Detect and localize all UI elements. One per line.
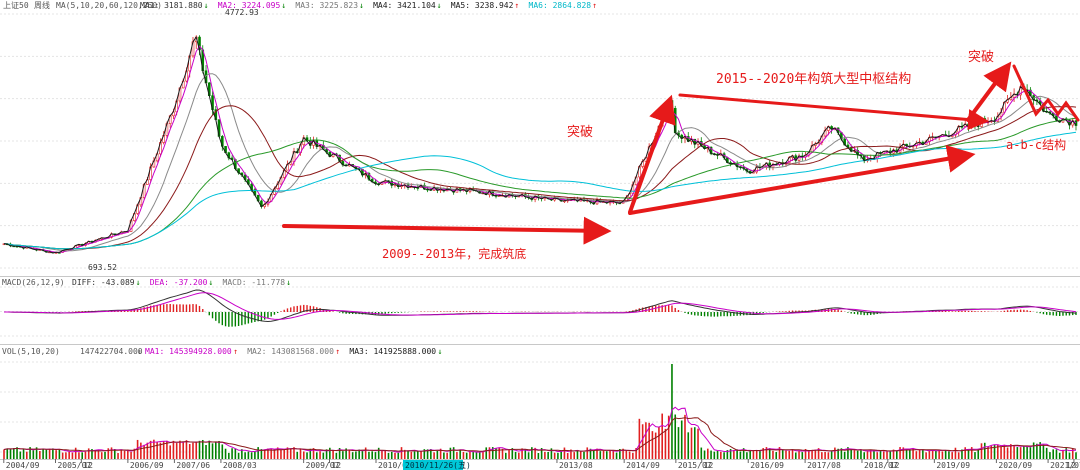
x-tick-label: 12: [1066, 461, 1076, 470]
volume-bars: [3, 364, 1077, 459]
period-label: 周线: [34, 0, 50, 10]
legend-arrow: ↓: [359, 1, 364, 10]
volume-ma1-line: [3, 406, 1077, 453]
abc-structure: [1012, 64, 1080, 122]
annotation-abc: a-b-c结构: [1006, 137, 1066, 152]
cursor-date-label: 2010/11/26(五): [405, 461, 471, 470]
x-tick-label: 2004/09: [6, 461, 40, 470]
vol-legend: MA1: 145394928.000 ↑ MA2: 143081568.000 ↑ MA…: [145, 347, 442, 356]
legend-item: DEA: -37.200: [150, 278, 208, 287]
arrow-bottom-base: [282, 216, 612, 245]
arrow-range-bottom: [628, 144, 976, 215]
x-tick-label: 2013/08: [559, 461, 593, 470]
x-tick-label: 2021/07: [1050, 461, 1080, 470]
price-candles: [2, 35, 1078, 254]
legend-item: DIFF: -43.089: [72, 278, 135, 287]
low-price-label: 693.52: [88, 263, 117, 272]
legend-arrow: ↑: [515, 1, 520, 10]
ma-params: MA(5,10,20,60,120,250): [56, 1, 162, 10]
legend-item: MA4: 3421.104: [373, 1, 436, 10]
legend-item: MA3: 3225.823: [295, 1, 358, 10]
index-title: 上证50: [3, 1, 29, 10]
main-header: 上证50 周线 MA(5,10,20,60,120,250) MA1: 3181…: [3, 0, 597, 10]
ma-legend: MA1: 3181.880 ↓ MA2: 3224.095 ↓ MA3: 3225.82…: [140, 1, 597, 10]
annotations: 2015--2020年构筑大型中枢结构 突破 突破 a-b-c结构 2009--…: [382, 49, 1066, 261]
price-close-line: [3, 35, 1077, 254]
x-tick-label: 2014/09: [626, 461, 660, 470]
legend-arrow: ↓: [204, 1, 209, 10]
x-tick-label: 2009/07: [306, 461, 340, 470]
macd-header: MACD(26,12,9) DIFF: -43.089 ↓ DEA: -37.200…: [2, 278, 291, 287]
legend-arrow: ↓: [438, 347, 443, 356]
legend-item: MA1: 145394928.000: [145, 347, 232, 356]
legend-item: MA5: 3238.942: [451, 1, 514, 10]
grid-lines: [0, 13, 1080, 453]
ma-line-120: [3, 117, 1077, 250]
high-price-label: 4772.93: [225, 8, 259, 17]
moving-average-lines: [3, 45, 1077, 253]
legend-item: MA2: 143081568.000: [247, 347, 334, 356]
x-tick-label: 12: [704, 461, 714, 470]
legend-arrow: ↑: [335, 347, 340, 356]
macd-params: MACD(26,12,9): [2, 278, 65, 287]
candle-body: [1074, 120, 1078, 126]
legend-item: MA2: 3224.095: [218, 1, 281, 10]
arrow-breakout-2015: [628, 94, 676, 214]
arrow-breakout-2020: [966, 61, 1012, 122]
x-tick-label: 12: [331, 461, 341, 470]
legend-arrow: ↓: [136, 278, 141, 287]
ma-line-long: [3, 105, 1077, 250]
legend-item: MA6: 2864.828: [529, 1, 592, 10]
legend-arrow: ↑: [592, 1, 597, 10]
macd-legend: DIFF: -43.089 ↓ DEA: -37.200 ↓ MACD: -11.778…: [72, 278, 291, 287]
volume-ma2-line: [3, 417, 1077, 452]
x-tick-label: 2020/09: [998, 461, 1032, 470]
panel-borders: [0, 276, 1080, 460]
annotation-breakout-2015: 突破: [567, 124, 593, 140]
annotation-bottom: 2009--2013年，完成筑底: [382, 246, 526, 261]
vol-value: 147422704.000: [80, 347, 143, 356]
x-tick-label: 2005/07: [57, 461, 91, 470]
vol-value-arrow: ↓: [137, 347, 142, 356]
legend-arrow: ↓: [281, 1, 286, 10]
legend-arrow: ↓: [286, 278, 291, 287]
vol-params: VOL(5,10,20): [2, 347, 60, 356]
arrow-range-top: [678, 93, 990, 131]
x-tick-label: 2008/03: [223, 461, 257, 470]
x-tick-label: 12: [890, 461, 900, 470]
x-tick-label: 2016/09: [750, 461, 784, 470]
legend-item: MA1: 3181.880: [140, 1, 203, 10]
x-tick-label: 12: [83, 461, 93, 470]
annotation-range: 2015--2020年构筑大型中枢结构: [716, 71, 911, 87]
x-tick-label: 2007/06: [176, 461, 210, 470]
ma-line-250: [3, 131, 1077, 250]
x-tick-label: 2019/09: [936, 461, 970, 470]
ma-line-mid: [3, 73, 1077, 252]
x-tick-label: 2017/08: [807, 461, 841, 470]
legend-arrow: ↑: [233, 347, 238, 356]
legend-arrow: ↓: [437, 1, 442, 10]
legend-arrow: ↓: [209, 278, 214, 287]
x-tick-label: 2006/09: [130, 461, 164, 470]
legend-item: MA3: 141925888.000: [349, 347, 436, 356]
macd-histogram: [6, 303, 1077, 327]
macd-diff-line: [4, 289, 1077, 323]
macd-dea-line: [4, 292, 1077, 320]
x-tick-label: 2018/07: [864, 461, 898, 470]
x-tick-label: 2010/09: [378, 461, 412, 470]
cursor-date-box: [403, 460, 463, 470]
x-tick-label: 2015/07: [678, 461, 712, 470]
annotation-breakout-2020: 突破: [968, 49, 994, 65]
vol-header: VOL(5,10,20) 147422704.000 ↓ MA1: 145394…: [2, 347, 442, 356]
annotation-arrows: [282, 61, 1080, 245]
legend-item: MACD: -11.778: [223, 278, 286, 287]
